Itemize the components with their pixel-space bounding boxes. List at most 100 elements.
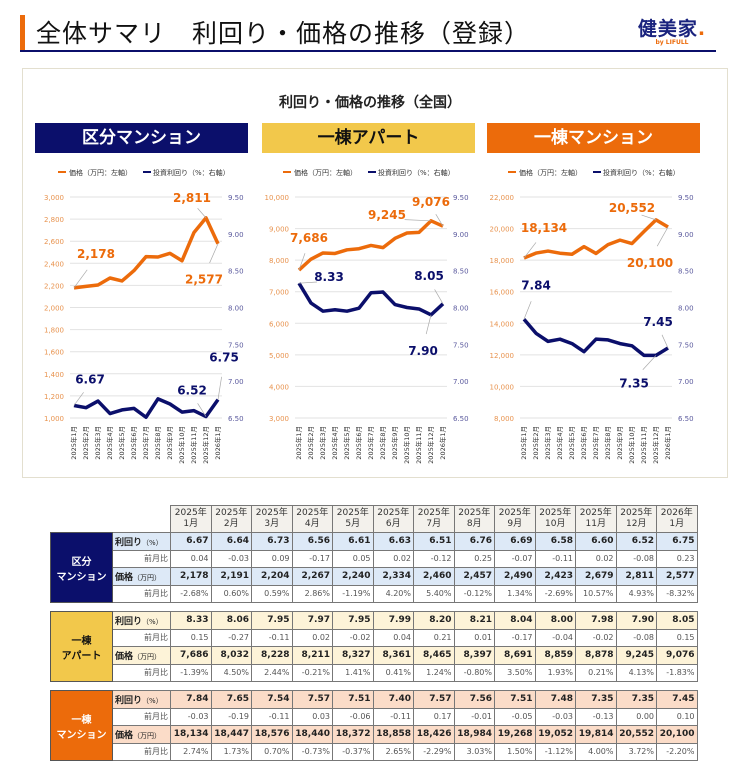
data-label: 9,245 bbox=[368, 208, 406, 222]
header-month: 1月 bbox=[669, 519, 685, 529]
x-tick: 2025年10月 bbox=[627, 426, 636, 464]
row-label-text: 利回り bbox=[115, 537, 143, 548]
table-cell: 0.25 bbox=[453, 549, 495, 568]
table-cell: 0.01 bbox=[453, 628, 495, 647]
y-left-tick: 22,000 bbox=[490, 194, 515, 202]
table-cell: 0.09 bbox=[251, 549, 293, 568]
table-cell: 4.13% bbox=[615, 663, 657, 682]
y-right-tick: 7.00 bbox=[678, 378, 694, 386]
row-label-mom: 前月比 bbox=[112, 584, 171, 603]
leader-line bbox=[435, 213, 444, 227]
table-cell: 7,686 bbox=[170, 646, 212, 665]
table-row: 前月比 2.74% 1.73% 0.70% -0.73% -0.37% 2.65% -2.29… bbox=[51, 742, 698, 761]
table-cell: 1.34% bbox=[494, 584, 536, 603]
x-tick: 2025年5月 bbox=[567, 426, 576, 460]
table-cell: 4.93% bbox=[615, 584, 657, 603]
table-row: 前月比 0.15 -0.27 -0.11 0.02 -0.02 0.04 0.21 0.01 -0… bbox=[51, 628, 698, 647]
group-label-line2: マンション bbox=[56, 571, 107, 583]
data-label: 2,178 bbox=[77, 247, 115, 261]
leader-line bbox=[425, 314, 432, 335]
table-cell: 2.74% bbox=[170, 742, 212, 761]
leader-line bbox=[404, 219, 432, 222]
table-cell: 0.23 bbox=[656, 549, 698, 568]
y-right-tick: 7.50 bbox=[453, 341, 469, 349]
x-tick: 2025年4月 bbox=[330, 426, 339, 460]
y-left-tick: 7,000 bbox=[269, 289, 289, 297]
table-cell: 8,691 bbox=[494, 646, 536, 665]
group-label-line1: 一棟 bbox=[71, 635, 92, 647]
x-tick: 2025年1月 bbox=[294, 426, 303, 460]
x-tick: 2025年9月 bbox=[615, 426, 624, 460]
leader-line bbox=[434, 289, 444, 304]
table-cell: 19,052 bbox=[534, 725, 576, 744]
table-cell: 4.50% bbox=[210, 663, 252, 682]
table-cell: 0.02 bbox=[291, 628, 333, 647]
y-right-tick: 8.50 bbox=[228, 268, 244, 276]
x-tick: 2025年7月 bbox=[591, 426, 600, 460]
table-cell: -2.20% bbox=[656, 742, 698, 761]
header-month: 8月 bbox=[466, 519, 482, 529]
y-right-tick: 9.00 bbox=[678, 231, 694, 239]
logo-dot: . bbox=[697, 18, 707, 40]
table-cell: -0.17 bbox=[291, 549, 333, 568]
month-header: 2025年 12月 bbox=[615, 505, 657, 533]
table-row: 価格（万円） 7,686 8,032 8,228 8,211 8,327 8,361 8,46… bbox=[51, 646, 698, 665]
table-cell: 6.64 bbox=[210, 532, 252, 551]
table-cell: 7.99 bbox=[372, 611, 414, 630]
y-right-tick: 7.00 bbox=[228, 378, 244, 386]
y-left-tick: 2,800 bbox=[44, 216, 64, 224]
y-right-tick: 8.00 bbox=[228, 305, 244, 313]
header-year: 2025年 bbox=[417, 508, 450, 518]
data-label: 7,686 bbox=[290, 231, 328, 245]
y-left-tick: 16,000 bbox=[490, 289, 515, 297]
table-row: 前月比 0.04 -0.03 0.09 -0.17 0.05 0.02 -0.12 0.25 -0… bbox=[51, 549, 698, 568]
table-cell: 3.03% bbox=[453, 742, 495, 761]
header-month: 5月 bbox=[345, 519, 361, 529]
table-cell: 18,447 bbox=[210, 725, 252, 744]
x-tick: 2025年1月 bbox=[519, 426, 528, 460]
table-cell: 0.10 bbox=[656, 707, 698, 726]
table-cell: 18,576 bbox=[251, 725, 293, 744]
group-label-line1: 一棟 bbox=[71, 714, 92, 726]
header-month: 10月 bbox=[545, 519, 566, 529]
table-cell: 8.04 bbox=[494, 611, 536, 630]
month-header: 2025年 8月 bbox=[453, 505, 495, 533]
table-cell: 0.04 bbox=[372, 628, 414, 647]
y-right-tick: 6.50 bbox=[678, 415, 694, 423]
table-cell: -0.06 bbox=[332, 707, 374, 726]
month-header: 2025年 3月 bbox=[251, 505, 293, 533]
x-tick: 2025年11月 bbox=[639, 426, 648, 464]
y-left-tick: 14,000 bbox=[490, 320, 515, 328]
y-left-tick: 8,000 bbox=[269, 257, 289, 265]
table-cell: 2.86% bbox=[291, 584, 333, 603]
header-year: 2025年 bbox=[377, 508, 410, 518]
data-label: 2,577 bbox=[185, 273, 223, 287]
x-tick: 2026年1月 bbox=[213, 426, 222, 460]
table-cell: 4.20% bbox=[372, 584, 414, 603]
table-cell: 18,858 bbox=[372, 725, 414, 744]
y-left-tick: 2,200 bbox=[44, 282, 64, 290]
x-tick: 2025年12月 bbox=[426, 426, 435, 464]
chart-kubun-mansion: 価格（万円：左軸） 投資利回り（%：右軸） 1,000 1,200 1,400 1,600… bbox=[44, 168, 244, 464]
table-cell: 2,679 bbox=[575, 567, 617, 586]
logo: 健美家. by LIFULL bbox=[632, 14, 712, 46]
leader-line bbox=[642, 355, 657, 371]
row-label-mom: 前月比 bbox=[112, 742, 171, 761]
x-tick: 2025年10月 bbox=[402, 426, 411, 464]
row-label-text: 利回り bbox=[115, 695, 143, 706]
table-cell: 8.20 bbox=[413, 611, 455, 630]
table-cell: -0.37% bbox=[332, 742, 374, 761]
row-label-unit: （%） bbox=[142, 538, 163, 547]
table-cell: -2.29% bbox=[413, 742, 455, 761]
y-right-tick: 7.00 bbox=[453, 378, 469, 386]
spacer bbox=[51, 603, 698, 612]
table-cell: 8.00 bbox=[534, 611, 576, 630]
leader-line bbox=[217, 376, 222, 400]
table-cell: 8,465 bbox=[413, 646, 455, 665]
panel-header-apart: 一棟アパート bbox=[262, 123, 475, 153]
table-cell: 0.70% bbox=[251, 742, 293, 761]
table-cell: -0.11 bbox=[372, 707, 414, 726]
table-cell: -0.19 bbox=[210, 707, 252, 726]
group-label-line2: アパート bbox=[61, 650, 102, 662]
logo-main: 健美家 bbox=[637, 18, 698, 40]
